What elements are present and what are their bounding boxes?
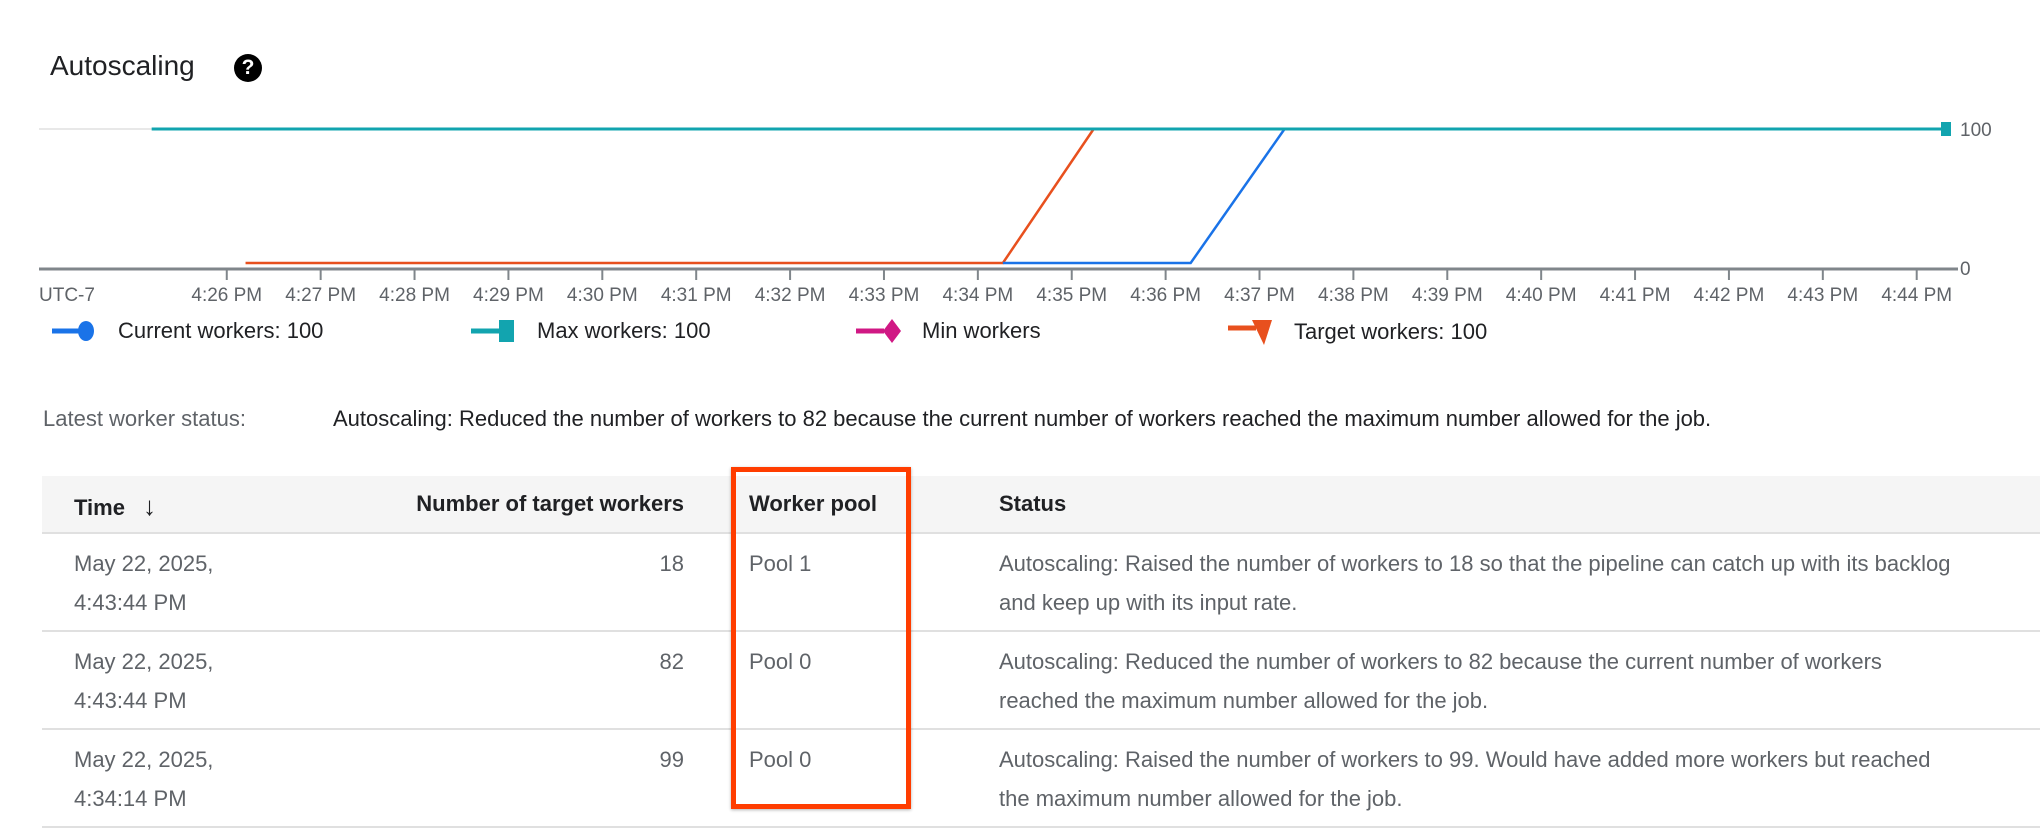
status-cell: Autoscaling: Raised the number of worker… bbox=[999, 551, 1951, 615]
legend-target-workers[interactable]: Target workers: 100 bbox=[1228, 318, 1487, 346]
x-tick-label: 4:44 PM bbox=[1881, 285, 1952, 306]
autoscaling-chart: UTC-7 4:26 PM 4:27 PM 4:28 PM 4:29 PM 4:30 PM… bbox=[39, 120, 1992, 306]
time-cell: May 22, 2025, 4:43:44 PM bbox=[74, 544, 213, 622]
latest-status-text: Autoscaling: Reduced the number of worke… bbox=[333, 406, 1712, 431]
arrow-down-icon[interactable]: ↓ bbox=[142, 491, 156, 521]
series-line-target-workers bbox=[245, 128, 1095, 265]
column-header-target[interactable]: Number of target workers bbox=[416, 491, 684, 516]
time-cell: May 22, 2025, 4:34:14 PM bbox=[74, 740, 213, 818]
square-marker-icon bbox=[471, 320, 514, 342]
help-circle-icon[interactable]: ? bbox=[234, 54, 262, 82]
table-row: May 22, 2025, 4:43:44 PM 82 Pool 0 Autosc… bbox=[42, 632, 2040, 730]
header-label: Time bbox=[74, 495, 125, 520]
x-tick-label: 4:27 PM bbox=[285, 285, 356, 306]
y-tick-label: 100 bbox=[1960, 120, 1992, 141]
series-line-current-workers bbox=[1002, 128, 1286, 265]
date-text: May 22, 2025, bbox=[74, 551, 214, 576]
triangle-down-marker-icon bbox=[1228, 320, 1272, 345]
x-tick-label: 4:38 PM bbox=[1318, 285, 1389, 306]
column-header-pool[interactable]: Worker pool bbox=[749, 491, 877, 516]
legend-label: Target workers: 100 bbox=[1294, 319, 1488, 344]
x-tick-label: 4:40 PM bbox=[1506, 285, 1577, 306]
x-tick-label: 4:32 PM bbox=[755, 285, 826, 306]
target-cell: 99 bbox=[659, 747, 684, 772]
column-header-time[interactable]: Time ↓ bbox=[74, 491, 156, 522]
status-cell: Autoscaling: Reduced the number of worke… bbox=[999, 649, 1882, 713]
target-cell: 18 bbox=[659, 551, 684, 576]
x-tick-label: 4:28 PM bbox=[379, 285, 450, 306]
legend-max-workers[interactable]: Max workers: 100 bbox=[471, 318, 711, 344]
worker-pool-highlight-box bbox=[731, 467, 911, 809]
legend-current-workers[interactable]: Current workers: 100 bbox=[52, 318, 323, 344]
timezone-label: UTC-7 bbox=[39, 285, 95, 306]
pool-cell: Pool 1 bbox=[749, 551, 812, 576]
x-tick-label: 4:29 PM bbox=[473, 285, 544, 306]
x-tick-label: 4:33 PM bbox=[849, 285, 920, 306]
section-title: Autoscaling bbox=[50, 50, 195, 81]
legend-label: Max workers: 100 bbox=[537, 318, 711, 343]
autoscaling-events-table: Time ↓ Number of target workers Worker po… bbox=[42, 476, 2040, 828]
diamond-marker-icon bbox=[856, 319, 901, 343]
table-row: May 22, 2025, 4:34:14 PM 99 Pool 0 Autosc… bbox=[42, 730, 2040, 828]
target-cell: 82 bbox=[659, 649, 684, 674]
x-tick-label: 4:43 PM bbox=[1787, 285, 1858, 306]
x-tick-label: 4:30 PM bbox=[567, 285, 638, 306]
legend-label: Current workers: 100 bbox=[118, 318, 324, 343]
legend-min-workers[interactable]: Min workers bbox=[856, 318, 1041, 344]
date-text: May 22, 2025, bbox=[74, 649, 214, 674]
date-text: May 22, 2025, bbox=[74, 747, 214, 772]
x-tick-label: 4:39 PM bbox=[1412, 285, 1483, 306]
x-tick-label: 4:37 PM bbox=[1224, 285, 1295, 306]
time-cell: May 22, 2025, 4:43:44 PM bbox=[74, 642, 213, 720]
max-workers-end-marker bbox=[1941, 122, 1951, 136]
table-header: Time ↓ Number of target workers Worker po… bbox=[42, 476, 2040, 534]
time-text: 4:34:14 PM bbox=[74, 786, 187, 811]
table-row: May 22, 2025, 4:43:44 PM 18 Pool 1 Autosc… bbox=[42, 534, 2040, 632]
x-tick-label: 4:41 PM bbox=[1600, 285, 1671, 306]
x-tick-label: 4:31 PM bbox=[661, 285, 732, 306]
x-tick-label: 4:34 PM bbox=[942, 285, 1013, 306]
column-header-status[interactable]: Status bbox=[999, 491, 1067, 516]
time-text: 4:43:44 PM bbox=[74, 688, 187, 713]
time-text: 4:43:44 PM bbox=[74, 590, 187, 615]
pool-cell: Pool 0 bbox=[749, 649, 812, 674]
x-tick-label: 4:35 PM bbox=[1036, 285, 1107, 306]
status-cell: Autoscaling: Raised the number of worker… bbox=[999, 747, 1931, 811]
x-tick-label: 4:36 PM bbox=[1130, 285, 1201, 306]
x-tick-label: 4:26 PM bbox=[191, 285, 262, 306]
latest-status-label: Latest worker status: bbox=[43, 406, 246, 431]
legend-label: Min workers bbox=[922, 318, 1041, 343]
pool-cell: Pool 0 bbox=[749, 747, 812, 772]
y-tick-label: 0 bbox=[1960, 259, 1971, 280]
x-tick-label: 4:42 PM bbox=[1694, 285, 1765, 306]
circle-marker-icon bbox=[52, 321, 94, 341]
